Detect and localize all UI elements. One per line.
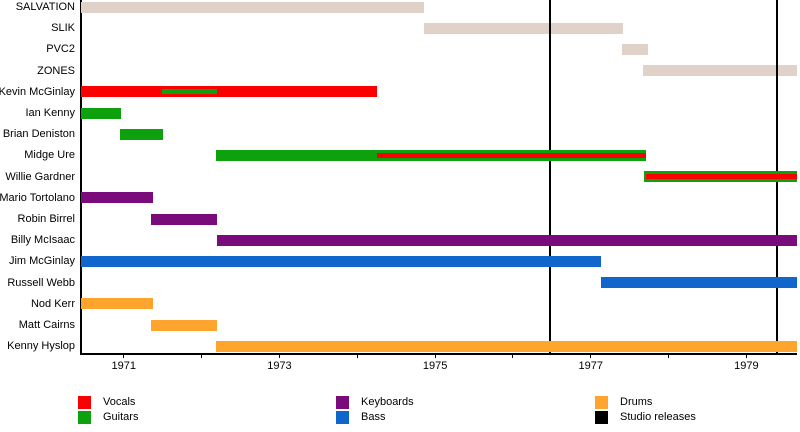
row-label: PVC2 (46, 43, 75, 56)
legend-swatch-drums (595, 396, 608, 409)
legend-label-keyboards: Keyboards (361, 396, 414, 408)
overlay-stripe-vocals (376, 152, 646, 158)
bar-midge-ure (215, 149, 646, 161)
legend-swatch-vocals (78, 396, 91, 409)
row-label: Mario Tortolano (0, 191, 75, 204)
bar-mario-tortolano (81, 192, 153, 204)
axis-tick (278, 353, 280, 358)
legend-swatch-bass (336, 411, 349, 424)
row-label: Ian Kenny (25, 107, 75, 119)
row-label: Jim McGinlay (8, 255, 75, 268)
row-label: Midge Ure (24, 149, 75, 162)
axis-tick (590, 353, 592, 358)
axis-tick (745, 353, 747, 358)
legend-swatch-guitars (78, 411, 91, 424)
axis-tick (434, 353, 436, 358)
axis-tick-label: 1977 (578, 360, 603, 372)
axis-tick (356, 353, 358, 358)
studio-release-line (549, 0, 552, 353)
y-axis-line (80, 0, 82, 353)
legend-label-vocals: Vocals (103, 396, 136, 408)
axis-tick (123, 353, 125, 358)
overlay-stripe-vocals (646, 174, 797, 180)
row-label: SALVATION (15, 1, 75, 13)
row-label: Kevin McGinlay (0, 85, 75, 98)
axis-tick-label: 1979 (734, 360, 759, 372)
bar-pvc2 (621, 43, 649, 55)
axis-tick (668, 353, 670, 358)
row-label: Kenny Hyslop (7, 340, 75, 353)
legend-label-studio_release: Studio releases (620, 411, 696, 423)
legend-label-drums: Drums (620, 396, 653, 408)
bar-salvation (81, 1, 425, 13)
axis-tick-label: 1973 (267, 360, 292, 372)
bar-billy-mcisaac (217, 234, 797, 246)
row-label: Robin Birrel (17, 213, 75, 225)
overlay-stripe-guitars (161, 89, 218, 95)
bar-russell-webb (600, 277, 797, 289)
bar-brian-deniston (119, 128, 163, 140)
bar-robin-birrel (151, 213, 218, 225)
row-label: Matt Cairns (18, 319, 75, 331)
legend-swatch-studio_release (595, 411, 608, 424)
row-label: Billy McIsaac (10, 234, 75, 247)
row-label: SLIK (51, 22, 75, 35)
axis-tick-label: 1975 (422, 360, 448, 372)
row-label: Brian Deniston (2, 128, 75, 141)
bar-slik (424, 22, 623, 34)
bar-willie-gardner (643, 171, 797, 183)
row-label: Willie Gardner (5, 170, 75, 183)
bar-kenny-hyslop (215, 340, 797, 352)
axis-tick-label: 1971 (111, 360, 137, 372)
bar-zones (642, 65, 797, 77)
legend-label-guitars: Guitars (103, 411, 139, 423)
row-label: Nod Kerr (30, 297, 75, 310)
x-axis-line (80, 353, 797, 355)
row-label: Russell Webb (7, 276, 75, 289)
bar-kevin-mcginlay (81, 86, 377, 98)
axis-tick (201, 353, 203, 358)
legend-swatch-keyboards (336, 396, 349, 409)
bar-jim-mcginlay (81, 255, 601, 267)
legend-label-bass: Bass (361, 411, 386, 423)
bar-matt-cairns (151, 319, 218, 331)
axis-tick (512, 353, 514, 358)
row-label: ZONES (37, 64, 75, 77)
bar-nod-kerr (81, 298, 153, 310)
bar-ian-kenny (81, 107, 122, 119)
